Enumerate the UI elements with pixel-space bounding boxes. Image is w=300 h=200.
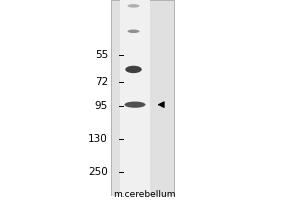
Text: 55: 55 (95, 50, 108, 60)
Text: 72: 72 (95, 77, 108, 87)
Ellipse shape (124, 102, 146, 108)
Text: m.cerebellum: m.cerebellum (113, 190, 175, 199)
Text: 130: 130 (88, 134, 108, 144)
Ellipse shape (125, 66, 142, 73)
Text: 250: 250 (88, 167, 108, 177)
Ellipse shape (128, 4, 140, 8)
Bar (111, 0, 174, 196)
Bar (120, 0, 150, 196)
Ellipse shape (128, 30, 140, 33)
Text: 95: 95 (95, 101, 108, 111)
